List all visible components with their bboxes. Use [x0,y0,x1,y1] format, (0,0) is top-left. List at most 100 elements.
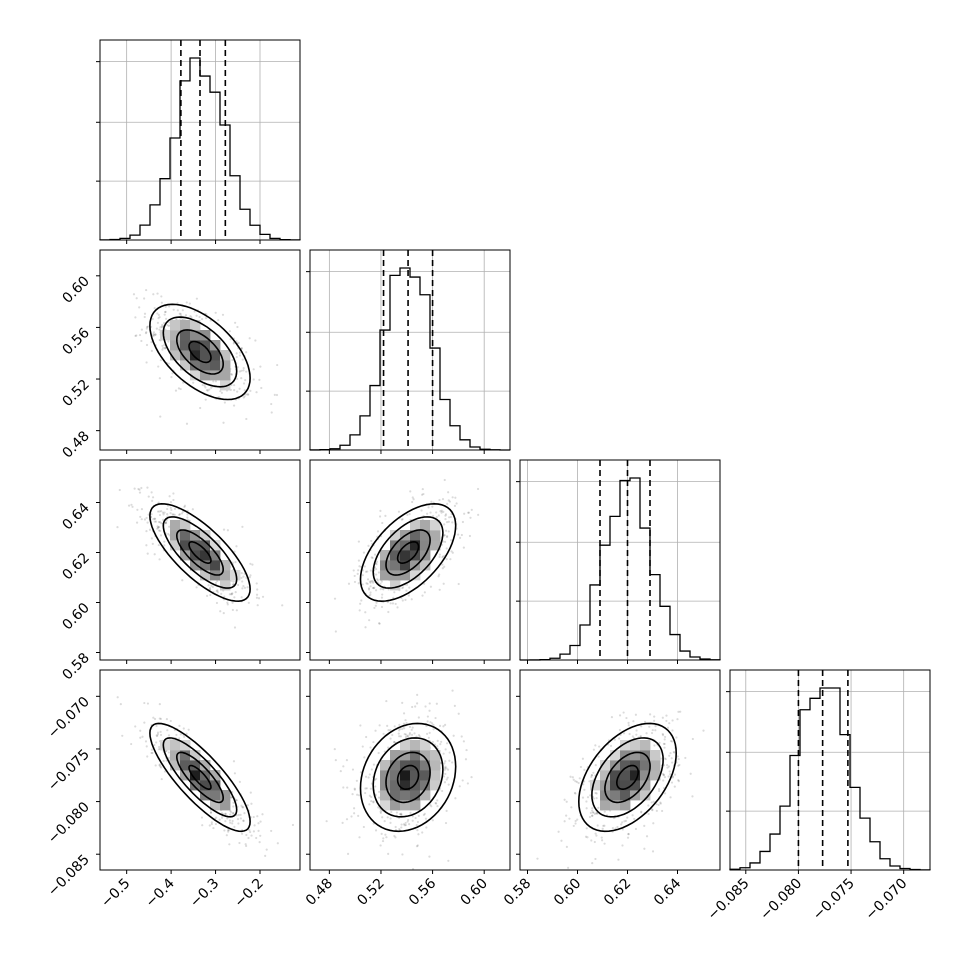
sample-point [411,815,414,818]
sample-point [424,705,427,708]
sample-point [628,732,631,736]
sample-point [448,516,451,519]
sample-point [245,351,248,354]
sample-point [153,553,156,556]
sample-point [443,768,446,771]
sample-point [357,559,361,562]
sample-point [673,751,676,754]
sample-point [140,518,143,521]
sample-point [444,540,447,543]
sample-point [667,775,670,778]
sample-point [588,780,591,783]
sample-point [160,509,163,513]
sample-point [457,533,460,536]
sample-point [618,728,622,732]
density-cell [590,780,601,791]
sample-point [400,518,403,521]
sample-point [444,529,448,532]
sample-point [166,729,169,732]
sample-point [462,546,465,549]
density-cell [190,360,201,371]
sample-point [614,827,617,830]
sample-point [595,797,598,800]
density-cell [210,370,221,381]
sample-point [428,855,431,858]
sample-point [151,542,154,546]
sample-point [179,317,182,320]
density-cell [400,790,411,801]
density-cell [420,560,431,571]
density-cell [180,740,191,751]
sample-point [391,733,394,737]
histogram-0 [99,57,301,241]
sample-point [116,526,119,529]
sample-point [386,816,389,819]
sample-point [232,760,236,763]
sample-point [377,571,381,574]
sample-point [421,493,424,496]
density-cell [200,350,211,361]
sample-point [426,715,429,718]
sample-point [380,596,384,599]
sample-point [404,719,407,722]
sample-point [407,594,410,597]
sample-point [379,810,382,813]
density-cell [200,780,211,791]
sample-point [589,811,592,814]
sample-point [353,812,356,815]
sample-point [138,488,141,491]
sample-point [178,513,181,516]
sample-point [153,334,156,337]
sample-point [159,730,162,733]
sample-point [423,582,426,585]
sample-point [376,579,379,582]
sample-point [665,719,668,723]
sample-point [161,348,164,351]
contour-3 [615,764,640,790]
sample-point [291,823,295,827]
sample-point [411,496,414,499]
y-tick-label-2-2: 0.62 [59,550,92,583]
density-cell [200,340,211,351]
sample-point [255,593,259,596]
sample-point [413,732,416,735]
sample-point [156,733,160,736]
sample-point [176,309,179,312]
sample-point [372,763,376,766]
sample-point [568,817,571,820]
density-cell [210,770,221,781]
sample-point [153,520,156,523]
sample-point [655,803,658,806]
sample-point [669,773,672,776]
density-cell [390,530,401,541]
sample-point [161,326,164,329]
sample-point [157,543,160,547]
density-cell [620,760,631,771]
density-cell [410,800,421,811]
sample-point [383,820,386,823]
sample-point [659,802,662,805]
sample-point [351,793,354,796]
density-cell [210,560,221,571]
sample-point [416,693,419,696]
sample-point [594,791,597,795]
sample-point [186,516,189,519]
sample-point [273,393,276,396]
density-cell [390,780,401,791]
sample-point [394,825,397,829]
sample-point [445,521,449,524]
sample-point [378,790,381,793]
sample-point [398,827,401,831]
sample-point [157,526,160,529]
sample-point [249,830,252,834]
sample-point [147,495,150,498]
sample-point [368,594,371,597]
sample-point [447,520,450,523]
sample-point [143,518,147,521]
sample-point [265,848,268,851]
sample-point [368,794,371,797]
density-cell [190,370,201,381]
sample-point [379,509,382,512]
density-cell [430,530,441,541]
sample-point [444,723,447,726]
